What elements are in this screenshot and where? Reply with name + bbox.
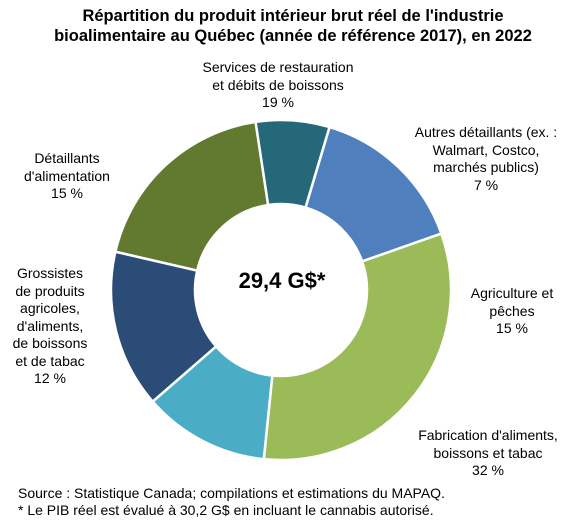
slice-pct-label: 32 % <box>472 462 504 478</box>
slice-label-line: de boissons <box>12 335 88 351</box>
donut-slice-5 <box>109 250 218 404</box>
slice-pct-label: 7 % <box>473 176 499 193</box>
slice-label-fabrication: Fabrication d'aliments, boissons et taba… <box>398 427 578 480</box>
slice-label-line: marchés publics) <box>433 159 539 175</box>
chart-title-line-2: bioalimentaire au Québec (année de référ… <box>54 27 532 45</box>
slice-label-line: Services de restauration <box>202 59 354 75</box>
slice-pct-label: 15 % <box>51 185 83 201</box>
slice-pct-label: 15 % <box>496 320 528 336</box>
chart-title-line-1: Répartition du produit intérieur brut ré… <box>82 7 504 25</box>
slice-label-line: et de tabac <box>15 352 85 369</box>
center-total-label: 29,4 G$* <box>238 268 326 293</box>
slice-label-line: et débits de boissons <box>212 76 344 93</box>
slice-pct-label: 12 % <box>34 370 66 386</box>
slice-label-line: agricoles, <box>20 300 80 316</box>
slice-label-line: Fabrication d'aliments, <box>418 427 558 443</box>
slice-label-line: d'aliments, <box>16 317 84 334</box>
slice-label-line: de produits <box>15 282 85 299</box>
chart-title: Répartition du produit intérieur brut ré… <box>0 6 586 46</box>
slice-pct-label: 19 % <box>262 94 294 110</box>
slice-label-line: Autres détaillants (ex. : <box>414 124 558 140</box>
slice-label-restauration: Services de restauration et débits de bo… <box>168 59 388 112</box>
slice-label-line: boissons et tabac <box>433 444 543 461</box>
slice-label-line: Walmart, Costco, <box>432 141 540 158</box>
slice-label-line: Grossistes <box>16 265 84 281</box>
source-note: Source : Statistique Canada; compilation… <box>18 485 445 501</box>
slice-label-line: Détaillants <box>34 150 100 166</box>
slice-label-detaillants-alimentation: Détaillants d'alimentation 15 % <box>12 150 122 203</box>
slice-label-agriculture: Agriculture et pêches 15 % <box>452 285 572 338</box>
slice-label-autres-detaillants: Autres détaillants (ex. : Walmart, Costc… <box>396 124 576 194</box>
slice-label-line: d'alimentation <box>24 167 110 184</box>
slice-label-line: pêches <box>489 302 535 319</box>
donut-slice-3 <box>262 231 453 462</box>
slice-label-line: Agriculture et <box>470 285 554 301</box>
slice-label-grossistes: Grossistes de produits agricoles, d'alim… <box>2 265 98 388</box>
footnote-pib: * Le PIB réel est évalué à 30,2 G$ en in… <box>18 502 434 518</box>
donut-slice-0 <box>113 120 270 273</box>
